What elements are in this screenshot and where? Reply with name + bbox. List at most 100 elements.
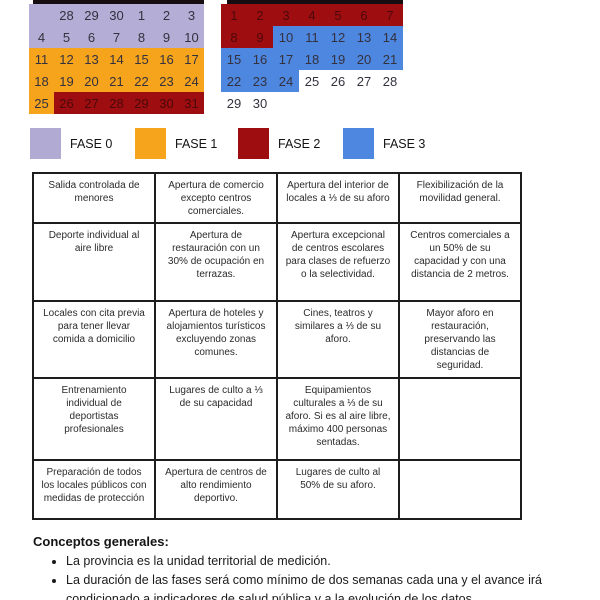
table-row: Salida controlada de menores Apertura de … (32, 172, 522, 224)
phase-measure-cell: Centros comerciales a un 50% de su capac… (398, 222, 522, 302)
concept-bullet: La duración de las fases será como mínim… (66, 571, 545, 600)
phase-measure-cell (398, 459, 522, 520)
phase-measure-cell: Preparación de todos los locales público… (32, 459, 156, 520)
phase-measure-cell: Cines, teatros y similares a ⅓ de su afo… (276, 300, 400, 379)
phase-measure-cell: Apertura del interior de locales a ⅓ de … (276, 172, 400, 224)
calendar-day: 26 (54, 92, 79, 114)
calendar-day (29, 4, 54, 26)
calendar-day (299, 92, 325, 114)
calendar-day: 26 (325, 70, 351, 92)
calendar-day: 24 (179, 70, 204, 92)
calendar-day: 20 (351, 48, 377, 70)
calendar-day: 18 (299, 48, 325, 70)
calendar-left-header-bar (33, 0, 204, 4)
calendar-day: 13 (351, 26, 377, 48)
calendar-day: 10 (273, 26, 299, 48)
legend-item: FASE 3 (343, 128, 425, 159)
phase-measure-cell: Equipamientos culturales a ⅓ de su aforo… (276, 377, 400, 461)
calendar-day: 19 (325, 48, 351, 70)
phase-measure-cell: Apertura de centros de alto rendimiento … (154, 459, 278, 520)
table-row: Preparación de todos los locales público… (32, 459, 522, 520)
phase-measure-cell: Deporte individual al aire libre (32, 222, 156, 302)
calendar-day: 21 (377, 48, 403, 70)
legend-item: FASE 1 (135, 128, 217, 159)
calendar-day: 25 (29, 92, 54, 114)
calendar-day: 20 (79, 70, 104, 92)
phase-measure-cell: Mayor aforo en restauración, preservando… (398, 300, 522, 379)
calendar-day (273, 92, 299, 114)
calendar-day: 3 (179, 4, 204, 26)
calendar-right-header-bar (227, 0, 403, 4)
calendar-day: 27 (351, 70, 377, 92)
general-concepts-heading: Conceptos generales: (33, 534, 169, 549)
phase-measure-cell: Apertura excepcional de centros escolare… (276, 222, 400, 302)
legend-color-swatch (238, 128, 269, 159)
calendar-day: 14 (377, 26, 403, 48)
calendar-day: 24 (273, 70, 299, 92)
calendar-day: 29 (129, 92, 154, 114)
calendar-left-grid: 28 29 30 1 2 3 4 5 6 7 8 9 10 11 12 13 14 15 16 17 18 19 20 21 2… (29, 4, 204, 114)
calendar-day: 18 (29, 70, 54, 92)
calendar-day: 5 (54, 26, 79, 48)
calendar-day: 1 (221, 4, 247, 26)
phase-measure-cell: Locales con cita previa para tener lleva… (32, 300, 156, 379)
phase-measure-cell: Salida controlada de menores (32, 172, 156, 224)
calendar-day: 12 (325, 26, 351, 48)
calendar-day: 16 (154, 48, 179, 70)
calendar-day: 12 (54, 48, 79, 70)
calendar-day: 29 (79, 4, 104, 26)
calendar-day: 30 (104, 4, 129, 26)
legend-color-swatch (135, 128, 166, 159)
calendar-day: 16 (247, 48, 273, 70)
calendar-day: 11 (299, 26, 325, 48)
calendar-day: 6 (351, 4, 377, 26)
calendar-day: 13 (79, 48, 104, 70)
calendar-day: 14 (104, 48, 129, 70)
calendar-day: 3 (273, 4, 299, 26)
calendar-day: 15 (129, 48, 154, 70)
calendar-day: 27 (79, 92, 104, 114)
calendar-day (377, 92, 403, 114)
calendar-day: 10 (179, 26, 204, 48)
legend-item: FASE 2 (238, 128, 320, 159)
calendar-day: 31 (179, 92, 204, 114)
calendar-day: 28 (377, 70, 403, 92)
legend-label: FASE 1 (175, 136, 218, 151)
calendar-day: 30 (154, 92, 179, 114)
calendar-day (325, 92, 351, 114)
calendar-day: 29 (221, 92, 247, 114)
calendar-day: 4 (299, 4, 325, 26)
calendar-day: 8 (129, 26, 154, 48)
calendar-right-grid: 1 2 3 4 5 6 7 8 9 10 11 12 13 14 15 16 17 18 19 20 21 22 23 24 2… (221, 4, 403, 114)
phase-legend: FASE 0 FASE 1 FASE 2 FASE 3 (0, 128, 600, 159)
calendar-day: 25 (299, 70, 325, 92)
legend-label: FASE 3 (383, 136, 426, 151)
calendar-day: 28 (104, 92, 129, 114)
legend-item: FASE 0 (30, 128, 112, 159)
phase-measure-cell: Apertura de comercio excepto centros com… (154, 172, 278, 224)
phase-measure-cell: Apertura de restauración con un 30% de o… (154, 222, 278, 302)
calendar-day: 8 (221, 26, 247, 48)
calendar-day: 4 (29, 26, 54, 48)
table-row: Entrenamiento individual de deportistas … (32, 377, 522, 461)
calendar-day: 5 (325, 4, 351, 26)
calendar-day: 19 (54, 70, 79, 92)
calendar-day: 6 (79, 26, 104, 48)
calendar-day: 21 (104, 70, 129, 92)
calendar-day: 17 (273, 48, 299, 70)
legend-label: FASE 0 (70, 136, 113, 151)
legend-color-swatch (30, 128, 61, 159)
phase-measure-cell: Entrenamiento individual de deportistas … (32, 377, 156, 461)
phase-measure-cell (398, 377, 522, 461)
calendar-day: 17 (179, 48, 204, 70)
general-concepts-list: La provincia es la unidad territorial de… (33, 552, 545, 600)
phase-measure-cell: Flexibilización de la movilidad general. (398, 172, 522, 224)
calendar-day: 9 (154, 26, 179, 48)
calendar-day: 22 (221, 70, 247, 92)
general-concepts: Conceptos generales: La provincia es la … (33, 534, 578, 600)
calendar-day: 1 (129, 4, 154, 26)
phase-measure-cell: Lugares de culto a ⅓ de su capacidad (154, 377, 278, 461)
calendar-day: 15 (221, 48, 247, 70)
table-row: Locales con cita previa para tener lleva… (32, 300, 522, 379)
